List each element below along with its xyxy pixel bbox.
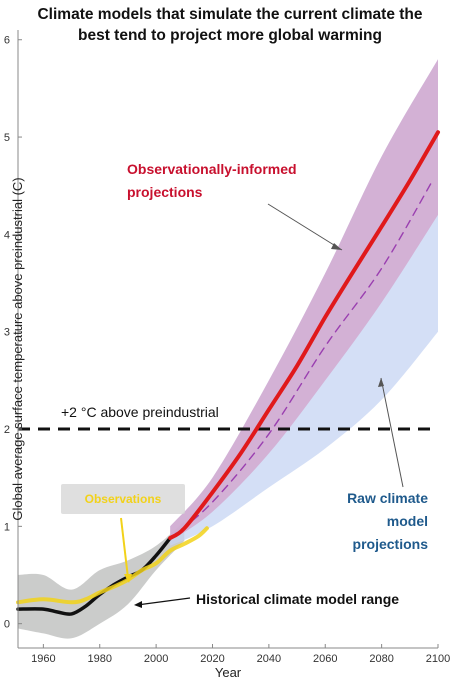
annotation-arrow-historical	[136, 597, 191, 606]
x-tick-label-2060: 2060	[313, 653, 337, 665]
y-tick-label-6: 6	[4, 35, 10, 47]
x-tick-label-2000: 2000	[144, 653, 168, 665]
y-tick-label-0: 0	[4, 619, 10, 631]
line-layer	[16, 130, 440, 616]
x-tick-label-2020: 2020	[200, 653, 224, 665]
y-tick-label-5: 5	[4, 132, 10, 144]
annotation-raw-line-2: model	[387, 513, 428, 529]
observations-label-box	[61, 484, 185, 514]
annotation-historical: Historical climate model range	[196, 591, 399, 607]
x-tick-label-1960: 1960	[31, 653, 55, 665]
y-tick-label-4: 4	[4, 229, 10, 241]
y-axis-label: Global average surface temperature above…	[10, 177, 25, 520]
annotation-layer: Climate models that simulate the current…	[37, 6, 428, 608]
annotation-arrow-observations	[120, 517, 129, 579]
x-tick-label-2040: 2040	[257, 653, 281, 665]
chart-title-line-2: best tend to project more global warming	[78, 27, 382, 44]
band-layer	[18, 59, 438, 639]
annotation-arrowhead-observationally-informed	[331, 243, 342, 250]
x-tick-label-2080: 2080	[369, 653, 393, 665]
y-tick-label-2: 2	[4, 424, 10, 436]
annotation-arrowhead-observations	[124, 574, 132, 583]
y-tick-label-1: 1	[4, 521, 10, 533]
annotation-arrow-observationally-informed	[267, 203, 343, 251]
band-observationally-informed-projections-4	[170, 59, 438, 541]
reference-line-label: +2 °C above preindustrial	[61, 404, 219, 420]
raw-model-mean-dashed-line	[169, 180, 434, 539]
band-historical-climate-model-range-0	[18, 521, 185, 639]
annotation-observationally-informed-line-1: Observationally-informed	[127, 161, 297, 177]
y-tick-label-3: 3	[4, 327, 10, 339]
chart-title-line-1: Climate models that simulate the current…	[37, 6, 422, 23]
annotation-arrow-raw	[380, 377, 404, 488]
axes-layer: 0 1 2 3 4 5 6 1960 1980 2000 2020 2040 2060 2080 2100 Y…	[4, 30, 450, 680]
annotation-raw-line-3: projections	[353, 536, 429, 552]
x-tick-label-2100: 2100	[426, 653, 450, 665]
x-tick-label-1980: 1980	[88, 653, 112, 665]
observationally-informed-line	[168, 130, 440, 540]
annotation-observationally-informed-line-2: projections	[127, 184, 203, 200]
x-axis-label: Year	[215, 665, 242, 680]
annotation-arrowhead-historical	[134, 601, 142, 608]
annotation-raw-line-1: Raw climate	[347, 490, 428, 506]
annotation-observations: Observations	[85, 492, 162, 506]
annotation-arrowhead-raw	[378, 378, 384, 387]
